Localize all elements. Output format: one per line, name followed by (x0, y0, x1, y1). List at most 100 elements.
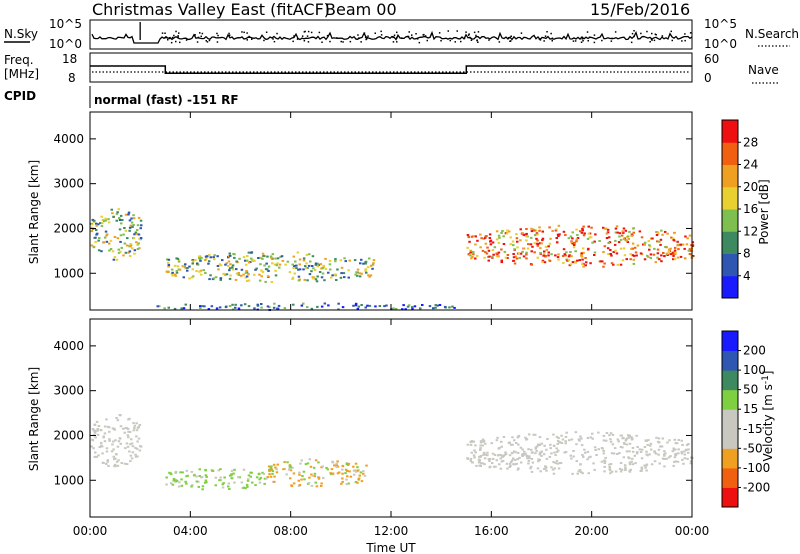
echo-cell (201, 488, 204, 491)
noise-search-point (476, 39, 478, 41)
echo-cell (238, 476, 241, 479)
echo-cell (316, 262, 320, 265)
echo-cell (609, 440, 613, 443)
colorbar-tick-label: -200 (743, 480, 770, 494)
echo-cell (587, 232, 591, 235)
echo-cell (346, 470, 349, 472)
y-tick-label: 1000 (53, 473, 84, 487)
echo-cell (357, 477, 361, 480)
noise-search-point (454, 41, 456, 43)
echo-cell (131, 445, 135, 448)
echo-cell (230, 477, 234, 480)
noise-left-tick-top: 10^5 (49, 17, 82, 31)
echo-cell (139, 445, 142, 448)
echo-cell (275, 264, 279, 267)
echo-cell (676, 244, 679, 247)
echo-cell (541, 259, 545, 262)
echo-cell (470, 461, 474, 464)
noise-search-point (614, 31, 617, 33)
noise-search-point (411, 34, 413, 36)
noise-search-point (601, 39, 603, 42)
echo-cell (533, 234, 537, 237)
echo-cell (500, 261, 503, 264)
echo-cell (671, 450, 675, 453)
noise-search-point (593, 34, 596, 36)
echo-cell (657, 448, 661, 451)
echo-cell (621, 437, 624, 440)
echo-cell (225, 262, 228, 265)
echo-cell (211, 469, 214, 472)
echo-cell (624, 466, 627, 469)
echo-cell (214, 484, 217, 487)
echo-cell (495, 255, 499, 258)
echo-cell (578, 259, 581, 262)
echo-cell (571, 242, 574, 245)
echo-cell (372, 262, 375, 265)
echo-cell (124, 213, 128, 216)
noise-search-point (470, 39, 473, 41)
echo-cell (92, 447, 95, 450)
echo-cell (545, 457, 549, 460)
echo-cell (578, 230, 582, 233)
echo-cell (108, 249, 111, 252)
echo-cell (588, 236, 592, 239)
echo-cell (321, 267, 324, 270)
echo-cell (109, 239, 113, 242)
echo-cell (560, 442, 564, 444)
echo-cell (511, 436, 514, 439)
echo-cell (249, 471, 252, 474)
echo-cell (355, 271, 358, 274)
echo-cell (352, 465, 355, 468)
x-axis-label: Time UT (365, 541, 416, 554)
echo-cell (206, 255, 209, 258)
noise-search-point (246, 32, 248, 34)
noise-search-point (396, 37, 398, 39)
echo-cell (592, 462, 595, 465)
echo-cell (374, 305, 377, 308)
echo-cell (643, 464, 646, 467)
echo-cell (428, 305, 432, 308)
noise-search-point (307, 30, 310, 33)
echo-cell (103, 432, 107, 435)
echo-cell (570, 241, 573, 244)
echo-cell (112, 258, 116, 261)
echo-cell (256, 303, 259, 306)
noise-search-point (477, 31, 480, 33)
echo-cell (277, 304, 281, 307)
noise-search-point (321, 41, 323, 43)
echo-cell (125, 463, 129, 466)
echo-cell (622, 227, 626, 230)
noise-search-point (356, 38, 359, 40)
echo-cell (535, 445, 539, 448)
echo-cell (413, 305, 417, 308)
echo-cell (174, 470, 178, 473)
echo-cell (534, 433, 537, 436)
echo-cell (136, 248, 140, 250)
echo-cell (669, 455, 672, 458)
echo-cell (582, 225, 585, 228)
echo-cell (134, 455, 138, 458)
echo-cell (178, 481, 181, 484)
echo-cell (320, 305, 324, 308)
echo-cell (556, 462, 559, 465)
echo-cell (614, 239, 617, 242)
echo-cell (311, 474, 314, 477)
noise-search-point (416, 38, 419, 40)
echo-cell (631, 446, 635, 449)
echo-cell (470, 440, 474, 442)
echo-cell (128, 229, 131, 232)
y-tick-label: 4000 (53, 339, 84, 353)
echo-cell (300, 459, 303, 462)
echo-cell (175, 271, 179, 274)
echo-cell (497, 241, 501, 244)
echo-cell (599, 260, 602, 263)
echo-cell (121, 219, 124, 221)
echo-cell (274, 274, 278, 277)
echo-cell (260, 275, 263, 278)
velocity-xticks: 00:00 04:00 08:00 12:00 16:00 20:00 00:00 (73, 319, 709, 538)
noise-search-point (228, 34, 231, 36)
echo-cell (197, 480, 200, 483)
noise-search-point (689, 32, 692, 34)
